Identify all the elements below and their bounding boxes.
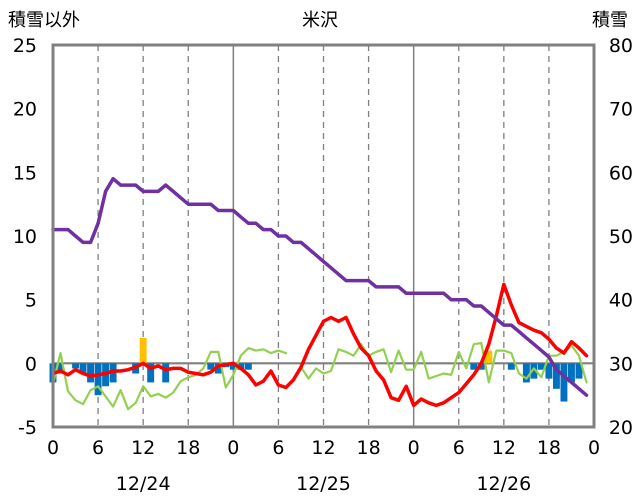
right-y-tick-label: 60 [609, 162, 633, 184]
date-labels: 12/24 12/25 12/26 [116, 473, 531, 495]
blue-bar [214, 363, 222, 374]
x-tick-label: 0 [47, 437, 59, 459]
x-tick-label: 18 [176, 437, 200, 459]
right-y-tick-labels: 20 30 40 50 60 70 80 [609, 35, 633, 439]
blue-bar [229, 363, 237, 370]
left-y-tick-label: -5 [18, 417, 37, 439]
left-y-tick-label: 15 [13, 162, 37, 184]
blue-bar [522, 363, 530, 383]
blue-bar [530, 363, 538, 379]
blue-bar [568, 363, 575, 383]
right-y-tick-label: 30 [609, 353, 633, 375]
lines-layer [51, 176, 589, 411]
blue-bar [79, 363, 87, 374]
blue-bar [575, 363, 583, 379]
blue-bar [72, 363, 79, 369]
blue-bar [87, 363, 95, 383]
blue-bar [244, 363, 252, 370]
right-y-tick-label: 20 [609, 417, 633, 439]
snow_depth-series-line [51, 176, 589, 397]
date-label: 12/24 [116, 473, 171, 495]
blue-bar [560, 363, 568, 402]
left-y-tick-label: 10 [13, 226, 37, 248]
right-y-tick-label: 50 [609, 226, 633, 248]
blue-bar [57, 363, 64, 374]
blue-bar [545, 363, 553, 379]
left-y-tick-label: 5 [25, 290, 37, 312]
right-axis-title: 積雪 [592, 10, 628, 31]
blue-bar [162, 363, 170, 383]
plot-border [51, 43, 596, 429]
blue-bar [109, 363, 117, 383]
x-tick-label: 18 [356, 437, 380, 459]
x-tick-label: 0 [408, 437, 420, 459]
x-tick-label: 12 [492, 437, 516, 459]
blue-bar [147, 363, 155, 383]
left-y-tick-label: 0 [25, 353, 37, 375]
right-y-tick-label: 70 [609, 99, 633, 121]
blue-bar [507, 363, 515, 370]
right-y-tick-label: 80 [609, 35, 633, 57]
date-label: 12/25 [296, 473, 351, 495]
blue-bar [470, 363, 478, 370]
blue-bar [94, 363, 102, 396]
green_line-series-line [299, 341, 588, 384]
x-tick-labels: 0 6 12 18 0 6 12 18 0 6 12 18 0 [47, 437, 600, 459]
blue-bar [207, 363, 215, 370]
yellow-bar [139, 337, 147, 364]
x-tick-label: 6 [272, 437, 284, 459]
x-tick-label: 0 [588, 437, 600, 459]
right-y-tick-label: 40 [609, 290, 633, 312]
temperature-series-line [51, 282, 589, 408]
x-tick-label: 0 [227, 437, 239, 459]
left-axis-title: 積雪以外 [8, 10, 80, 31]
x-tick-label: 12 [311, 437, 335, 459]
x-tick-label: 12 [131, 437, 155, 459]
yellow-bar [485, 350, 493, 364]
blue-bar [552, 363, 560, 389]
left-y-tick-label: 25 [13, 35, 37, 57]
blue-bar [477, 363, 485, 370]
x-tick-label: 18 [537, 437, 561, 459]
x-tick-label: 6 [92, 437, 104, 459]
plot-frame [51, 43, 596, 429]
left-y-tick-label: 20 [13, 99, 37, 121]
chart-title: 米沢 [302, 10, 338, 31]
blue-bar [537, 363, 545, 370]
date-label: 12/26 [476, 473, 531, 495]
left-y-tick-labels: -5 0 5 10 15 20 25 [13, 35, 37, 439]
green_line-series-line [51, 347, 287, 411]
x-tick-label: 6 [453, 437, 465, 459]
